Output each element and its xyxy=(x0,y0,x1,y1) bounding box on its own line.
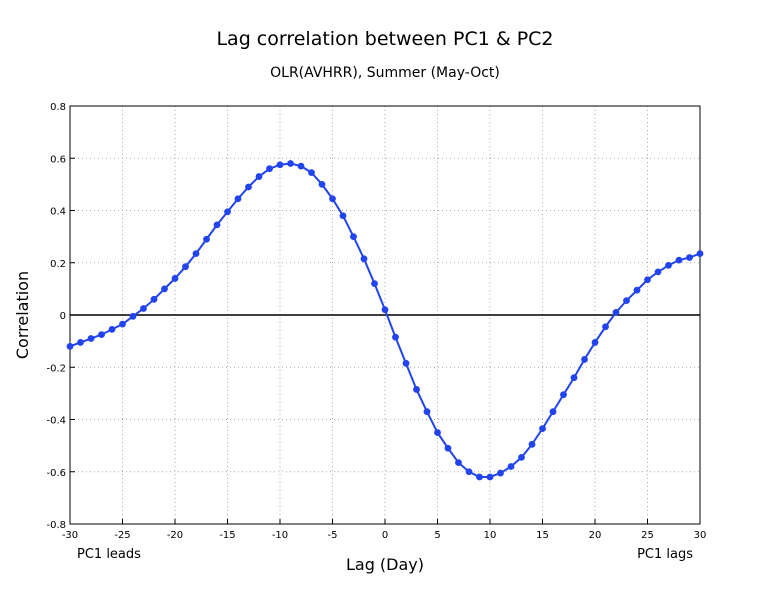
data-point xyxy=(633,286,641,294)
data-point xyxy=(287,160,294,167)
data-point xyxy=(665,261,672,269)
data-point xyxy=(486,473,494,481)
x-tick-label: -30 xyxy=(62,530,78,541)
x-tick-label: -20 xyxy=(167,530,183,541)
y-axis: -0.8 -0.6 -0.4 -0.2 0 0.2 0.4 0.6 0.8 xyxy=(46,102,75,531)
data-point xyxy=(413,386,420,393)
data-point xyxy=(518,453,525,461)
data-point xyxy=(129,312,137,320)
x-tick-label: -15 xyxy=(219,530,235,541)
data-point xyxy=(591,339,599,346)
data-point xyxy=(192,250,200,258)
data-point xyxy=(213,221,221,229)
y-axis-label: Correlation xyxy=(13,271,32,359)
data-point xyxy=(549,408,557,416)
data-point xyxy=(203,235,210,243)
y-tick-label: 0.8 xyxy=(50,102,66,113)
data-point xyxy=(686,254,693,261)
data-point xyxy=(497,469,504,477)
data-point xyxy=(350,233,357,241)
data-point xyxy=(308,169,315,177)
data-point xyxy=(77,339,84,346)
pc1-lags-note: PC1 lags xyxy=(637,547,693,562)
data-point xyxy=(623,297,630,305)
data-point xyxy=(171,275,179,282)
x-tick-label: -25 xyxy=(114,530,130,541)
data-point xyxy=(297,162,305,170)
chart-title: Lag correlation between PC1 & PC2 xyxy=(216,28,553,50)
x-tick-label: 10 xyxy=(484,530,497,541)
data-point xyxy=(402,359,410,367)
x-tick-label: 30 xyxy=(694,530,707,541)
data-point xyxy=(150,295,158,303)
data-point xyxy=(329,195,336,203)
y-tick-label: -0.8 xyxy=(46,520,66,531)
data-point xyxy=(318,180,326,188)
x-tick-label: 25 xyxy=(641,530,654,541)
x-tick-label: -5 xyxy=(328,530,338,541)
data-point xyxy=(612,308,620,316)
y-tick-label: 0.2 xyxy=(50,259,66,270)
x-tick-label: 20 xyxy=(589,530,602,541)
x-tick-label: -10 xyxy=(272,530,288,541)
data-point xyxy=(98,331,105,338)
data-point xyxy=(560,391,567,399)
data-point xyxy=(654,268,662,276)
data-point xyxy=(182,263,189,271)
series-points xyxy=(66,160,704,481)
data-point xyxy=(381,306,389,314)
x-axis: -30 -25 -20 -15 -10 -5 0 5 10 15 20 25 30 xyxy=(62,519,707,541)
data-point xyxy=(392,333,399,341)
data-point xyxy=(108,325,116,333)
y-tick-label: 0.6 xyxy=(50,154,66,165)
data-point xyxy=(602,323,609,331)
chart-subtitle: OLR(AVHRR), Summer (May-Oct) xyxy=(270,65,500,81)
data-point xyxy=(696,250,704,258)
data-point xyxy=(339,212,347,220)
data-point xyxy=(234,195,242,203)
data-point xyxy=(360,255,368,263)
pc1-leads-note: PC1 leads xyxy=(77,547,141,562)
x-axis-label: Lag (Day) xyxy=(346,555,424,574)
data-point xyxy=(507,463,515,470)
data-point xyxy=(528,440,536,448)
data-point xyxy=(140,305,147,312)
y-tick-label: -0.2 xyxy=(46,363,66,374)
data-point xyxy=(66,342,74,350)
data-point xyxy=(224,208,231,216)
data-point xyxy=(371,280,378,288)
data-point xyxy=(434,429,441,436)
x-tick-label: 15 xyxy=(536,530,549,541)
y-tick-label: -0.6 xyxy=(46,468,66,479)
data-point xyxy=(570,374,578,382)
data-point xyxy=(266,165,273,173)
x-tick-label: 0 xyxy=(382,530,388,541)
data-point xyxy=(255,173,263,180)
data-point xyxy=(455,459,462,467)
data-point xyxy=(539,425,546,433)
data-point xyxy=(87,335,95,342)
data-point xyxy=(276,161,284,169)
y-tick-label: 0 xyxy=(60,311,66,322)
data-point xyxy=(161,285,168,293)
data-point xyxy=(476,473,483,481)
data-point xyxy=(423,408,431,416)
data-point xyxy=(119,320,126,328)
data-point xyxy=(581,356,588,363)
data-point xyxy=(444,444,452,452)
y-tick-label: 0.4 xyxy=(50,207,66,218)
data-point xyxy=(465,468,473,476)
data-point xyxy=(245,183,252,191)
data-point xyxy=(644,276,651,284)
x-tick-label: 5 xyxy=(434,530,440,541)
y-tick-label: -0.4 xyxy=(46,416,66,427)
data-point xyxy=(675,256,683,264)
